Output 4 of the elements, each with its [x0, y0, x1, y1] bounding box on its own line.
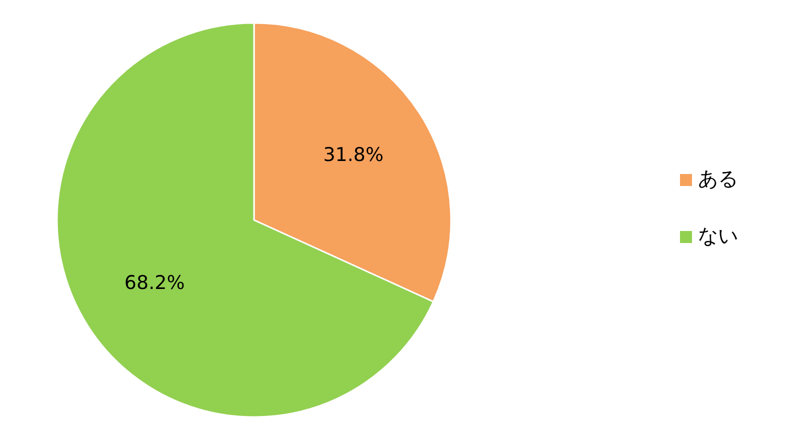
data-label: 31.8%	[323, 144, 384, 166]
legend-label: ある	[698, 166, 738, 190]
data-label: 68.2%	[124, 272, 185, 294]
legend-label: ない	[698, 223, 738, 248]
